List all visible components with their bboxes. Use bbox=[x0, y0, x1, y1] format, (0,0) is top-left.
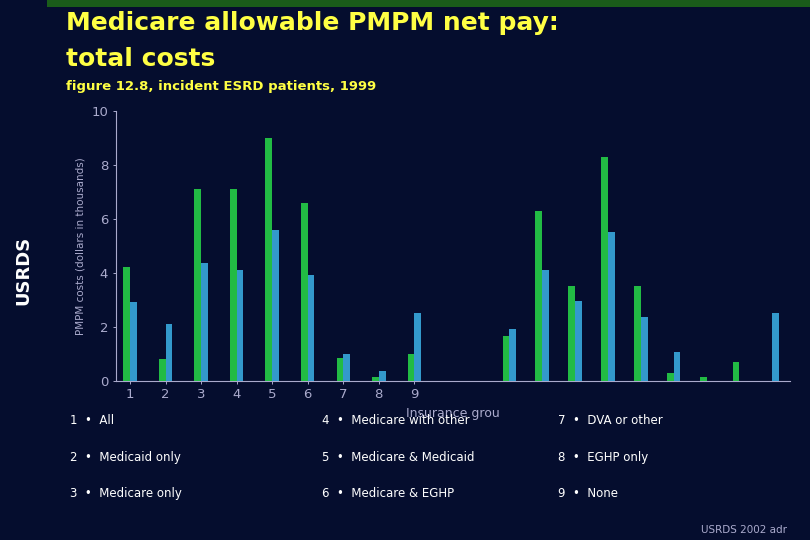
Bar bbox=[509, 329, 516, 381]
Text: Medicare allowable PMPM net pay:: Medicare allowable PMPM net pay: bbox=[66, 10, 559, 35]
Text: USRDS: USRDS bbox=[15, 235, 32, 305]
Bar bbox=[634, 286, 641, 381]
Text: USRDS 2002 adr: USRDS 2002 adr bbox=[701, 525, 787, 535]
Bar bbox=[123, 267, 130, 381]
Bar bbox=[336, 358, 343, 381]
Bar bbox=[415, 313, 421, 381]
Bar bbox=[700, 377, 706, 381]
Text: 3  •  Medicare only: 3 • Medicare only bbox=[70, 487, 181, 500]
Bar bbox=[379, 372, 386, 381]
Text: 1  •  All: 1 • All bbox=[70, 414, 114, 427]
Text: 7  •  DVA or other: 7 • DVA or other bbox=[558, 414, 663, 427]
Bar bbox=[503, 336, 509, 381]
Bar bbox=[608, 232, 615, 381]
Bar bbox=[542, 270, 549, 381]
Bar bbox=[272, 230, 279, 381]
Bar bbox=[641, 317, 648, 381]
Text: 4  •  Medicare with other: 4 • Medicare with other bbox=[322, 414, 469, 427]
Bar bbox=[667, 373, 674, 381]
Bar bbox=[569, 286, 575, 381]
Bar bbox=[194, 189, 201, 381]
Bar bbox=[308, 275, 314, 381]
Bar bbox=[773, 313, 779, 381]
Bar bbox=[47, 0, 810, 8]
Bar bbox=[733, 362, 740, 381]
Text: 6  •  Medicare & EGHP: 6 • Medicare & EGHP bbox=[322, 487, 454, 500]
Bar bbox=[372, 377, 379, 381]
X-axis label: Insurance grou: Insurance grou bbox=[406, 407, 500, 420]
Bar bbox=[601, 157, 608, 381]
Bar bbox=[674, 353, 680, 381]
Bar bbox=[407, 354, 415, 381]
Y-axis label: PMPM costs (dollars in thousands): PMPM costs (dollars in thousands) bbox=[76, 157, 86, 335]
Bar bbox=[130, 302, 137, 381]
Bar bbox=[343, 354, 350, 381]
Bar bbox=[159, 359, 165, 381]
Bar bbox=[201, 263, 208, 381]
Text: 2  •  Medicaid only: 2 • Medicaid only bbox=[70, 451, 181, 464]
Bar bbox=[165, 324, 173, 381]
Bar bbox=[237, 270, 243, 381]
Bar bbox=[535, 211, 542, 381]
Text: total costs: total costs bbox=[66, 48, 215, 71]
Bar bbox=[575, 301, 582, 381]
Bar bbox=[266, 138, 272, 381]
Text: figure 12.8, incident ESRD patients, 1999: figure 12.8, incident ESRD patients, 199… bbox=[66, 80, 377, 93]
Text: 8  •  EGHP only: 8 • EGHP only bbox=[558, 451, 649, 464]
Bar bbox=[301, 202, 308, 381]
Text: 5  •  Medicare & Medicaid: 5 • Medicare & Medicaid bbox=[322, 451, 474, 464]
Text: 9  •  None: 9 • None bbox=[558, 487, 618, 500]
Bar bbox=[230, 189, 237, 381]
